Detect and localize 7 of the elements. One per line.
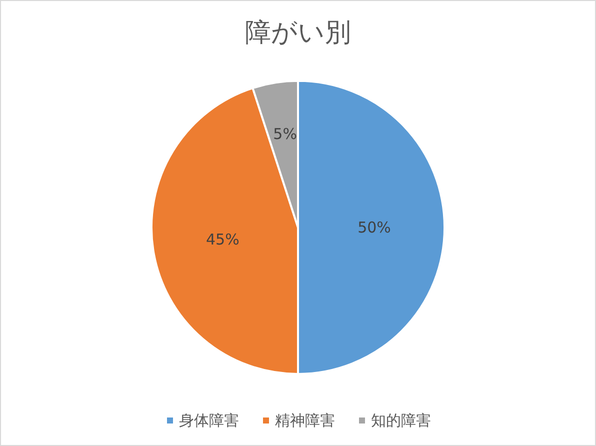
data-label: 50% bbox=[358, 218, 391, 236]
legend-label: 身体障害 bbox=[179, 412, 239, 430]
legend-label: 知的障害 bbox=[371, 412, 431, 430]
data-label: 45% bbox=[206, 230, 240, 248]
legend-label: 精神障害 bbox=[275, 412, 335, 430]
chart-title: 障がい別 bbox=[245, 18, 351, 48]
data-label: 5% bbox=[273, 125, 297, 144]
